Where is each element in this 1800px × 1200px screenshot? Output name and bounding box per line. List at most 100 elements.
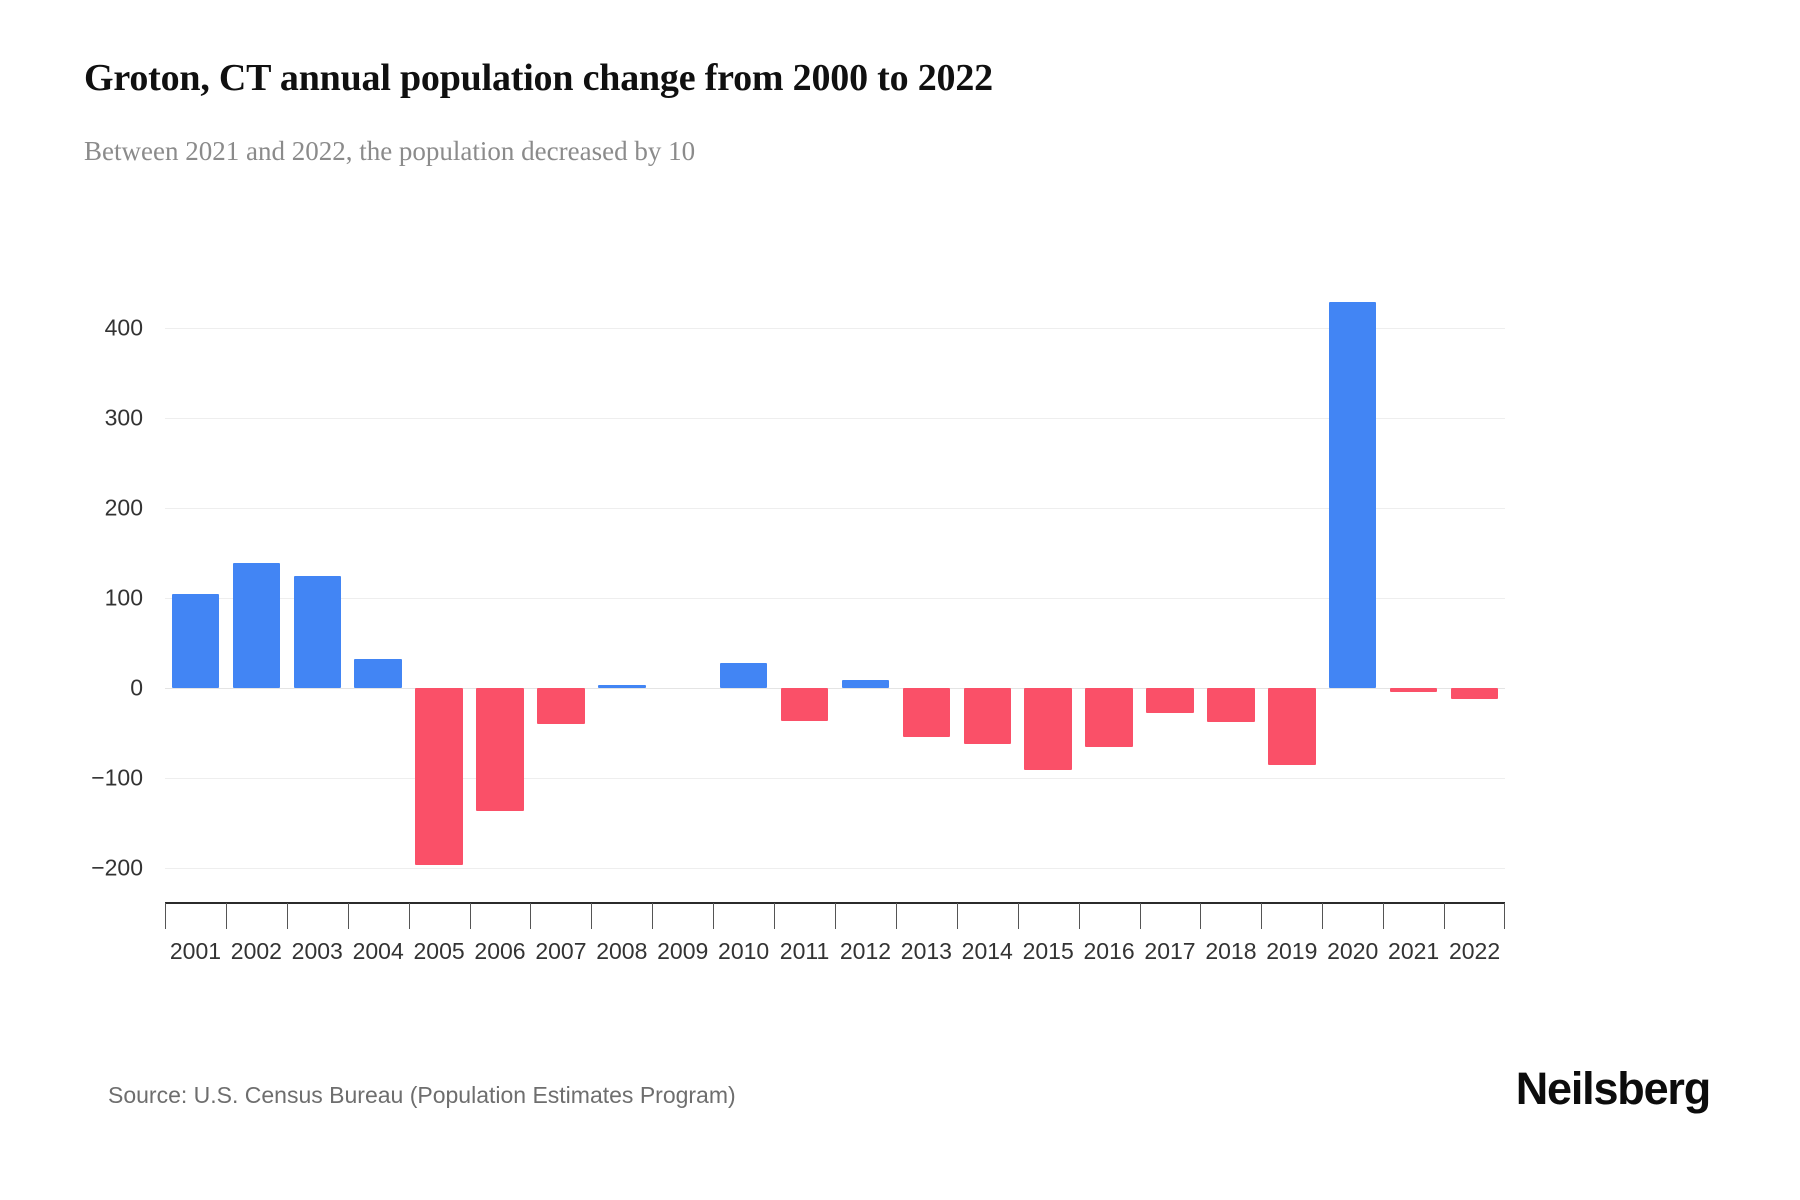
bar-2017[interactable] xyxy=(1146,688,1194,714)
x-axis-tick-label: 2006 xyxy=(474,938,526,964)
x-axis-tick xyxy=(1078,903,1080,929)
bar-slot xyxy=(1444,250,1505,902)
bar-2022[interactable] xyxy=(1450,688,1499,699)
x-axis-tick xyxy=(591,903,593,929)
x-axis-tick-label: 2001 xyxy=(169,938,222,964)
x-axis-tick-label: 2003 xyxy=(291,938,343,964)
x-axis-tick-label: 2018 xyxy=(1205,938,1257,964)
x-axis-tick xyxy=(1200,903,1202,929)
x-axis-tick-label: 2008 xyxy=(596,938,648,964)
x-axis-tick xyxy=(469,903,471,929)
x-axis-tick xyxy=(530,903,532,929)
x-axis-tick xyxy=(1017,903,1019,929)
x-axis-tick xyxy=(1504,903,1505,929)
x-axis-tick-label: 2020 xyxy=(1327,938,1379,964)
bar-2011[interactable] xyxy=(780,688,829,722)
bar-2005[interactable] xyxy=(415,688,463,866)
x-axis-ticks xyxy=(165,903,1505,931)
bar-slot xyxy=(530,250,591,902)
x-axis-tick-label: 2022 xyxy=(1448,938,1501,964)
bar-2018[interactable] xyxy=(1207,688,1255,723)
bar-2010[interactable] xyxy=(719,662,768,688)
bar-2016[interactable] xyxy=(1085,688,1133,748)
plot-area xyxy=(165,250,1505,902)
x-axis-tick xyxy=(1322,903,1324,929)
x-axis-tick-label: 2009 xyxy=(657,938,709,964)
bar-2001[interactable] xyxy=(171,593,220,688)
x-axis-tick xyxy=(225,903,227,929)
x-axis-tick-label: 2004 xyxy=(352,938,404,964)
x-axis-tick xyxy=(347,903,349,929)
bar-2021[interactable] xyxy=(1389,688,1438,692)
gridline--100 xyxy=(165,778,1505,779)
y-axis-labels: 400 300 200 100 0 −100 −200 xyxy=(0,250,165,902)
x-axis-tick-label: 2005 xyxy=(413,938,465,964)
bar-slot xyxy=(226,250,287,902)
bar-slot xyxy=(713,250,774,902)
bar-slot xyxy=(1383,250,1444,902)
x-axis-tick-label: 2010 xyxy=(718,938,770,964)
bar-slot xyxy=(1079,250,1140,902)
x-axis-tick xyxy=(1139,903,1141,929)
bar-2004[interactable] xyxy=(354,659,402,688)
y-axis-tick-label: −100 xyxy=(91,764,143,791)
bar-slot xyxy=(652,250,713,902)
bar-slot xyxy=(1018,250,1079,902)
x-axis-tick xyxy=(165,903,166,929)
bar-slot xyxy=(287,250,348,902)
y-axis-tick-label: −200 xyxy=(91,854,143,881)
bar-2019[interactable] xyxy=(1268,688,1316,765)
bar-slot xyxy=(409,250,470,902)
chart-subtitle: Between 2021 and 2022, the population de… xyxy=(84,136,696,166)
x-axis-tick xyxy=(713,903,715,929)
bar-2012[interactable] xyxy=(841,679,890,688)
bar-2020[interactable] xyxy=(1328,301,1377,688)
bar-slot xyxy=(1140,250,1201,902)
x-axis-tick xyxy=(1261,903,1263,929)
y-axis-tick-label: 400 xyxy=(104,314,143,341)
gridline--200 xyxy=(165,868,1505,869)
page-title: Groton, CT annual population change from… xyxy=(84,57,993,99)
x-axis-tick xyxy=(286,903,288,929)
x-axis-tick xyxy=(956,903,958,929)
bar-series xyxy=(165,250,1505,902)
source-caption: Source: U.S. Census Bureau (Population E… xyxy=(108,1082,736,1108)
x-axis-tick-label: 2021 xyxy=(1388,938,1440,964)
x-axis-tick xyxy=(1383,903,1385,929)
bar-slot xyxy=(835,250,896,902)
bar-slot xyxy=(470,250,531,902)
x-axis-tick xyxy=(774,903,776,929)
x-axis-tick-label: 2007 xyxy=(535,938,587,964)
bar-slot xyxy=(774,250,835,902)
bar-2013[interactable] xyxy=(902,688,951,737)
bar-slot xyxy=(165,250,226,902)
bar-2014[interactable] xyxy=(963,688,1011,744)
x-axis-tick-label: 2016 xyxy=(1083,938,1135,964)
y-axis-tick-label: 300 xyxy=(104,404,143,431)
x-axis-tick-label: 2015 xyxy=(1022,938,1074,964)
bar-2008[interactable] xyxy=(598,685,646,688)
bar-2003[interactable] xyxy=(293,576,341,688)
bar-slot xyxy=(1261,250,1322,902)
x-axis-tick xyxy=(1444,903,1446,929)
x-axis-tick-label: 2017 xyxy=(1144,938,1196,964)
gridline-400 xyxy=(165,328,1505,329)
bar-2006[interactable] xyxy=(476,688,524,812)
y-axis-tick-label: 200 xyxy=(104,494,143,521)
y-axis-tick-label: 100 xyxy=(104,584,143,611)
gridline-300 xyxy=(165,418,1505,419)
bar-2002[interactable] xyxy=(232,562,281,688)
bar-slot xyxy=(348,250,409,902)
bar-2007[interactable] xyxy=(537,688,585,724)
gridline-100 xyxy=(165,598,1505,599)
x-axis-labels: 2001 2002 2003 2004 2005 2006 2007 2008 2009 2010… xyxy=(165,938,1505,978)
bar-slot xyxy=(1200,250,1261,902)
gridline-200 xyxy=(165,508,1505,509)
bar-slot xyxy=(896,250,957,902)
gridline-0 xyxy=(165,688,1505,689)
x-axis-tick-label: 2011 xyxy=(779,938,830,964)
bar-2015[interactable] xyxy=(1024,688,1072,770)
x-axis-tick xyxy=(895,903,897,929)
brand-logo: Neilsberg xyxy=(1515,1063,1711,1114)
